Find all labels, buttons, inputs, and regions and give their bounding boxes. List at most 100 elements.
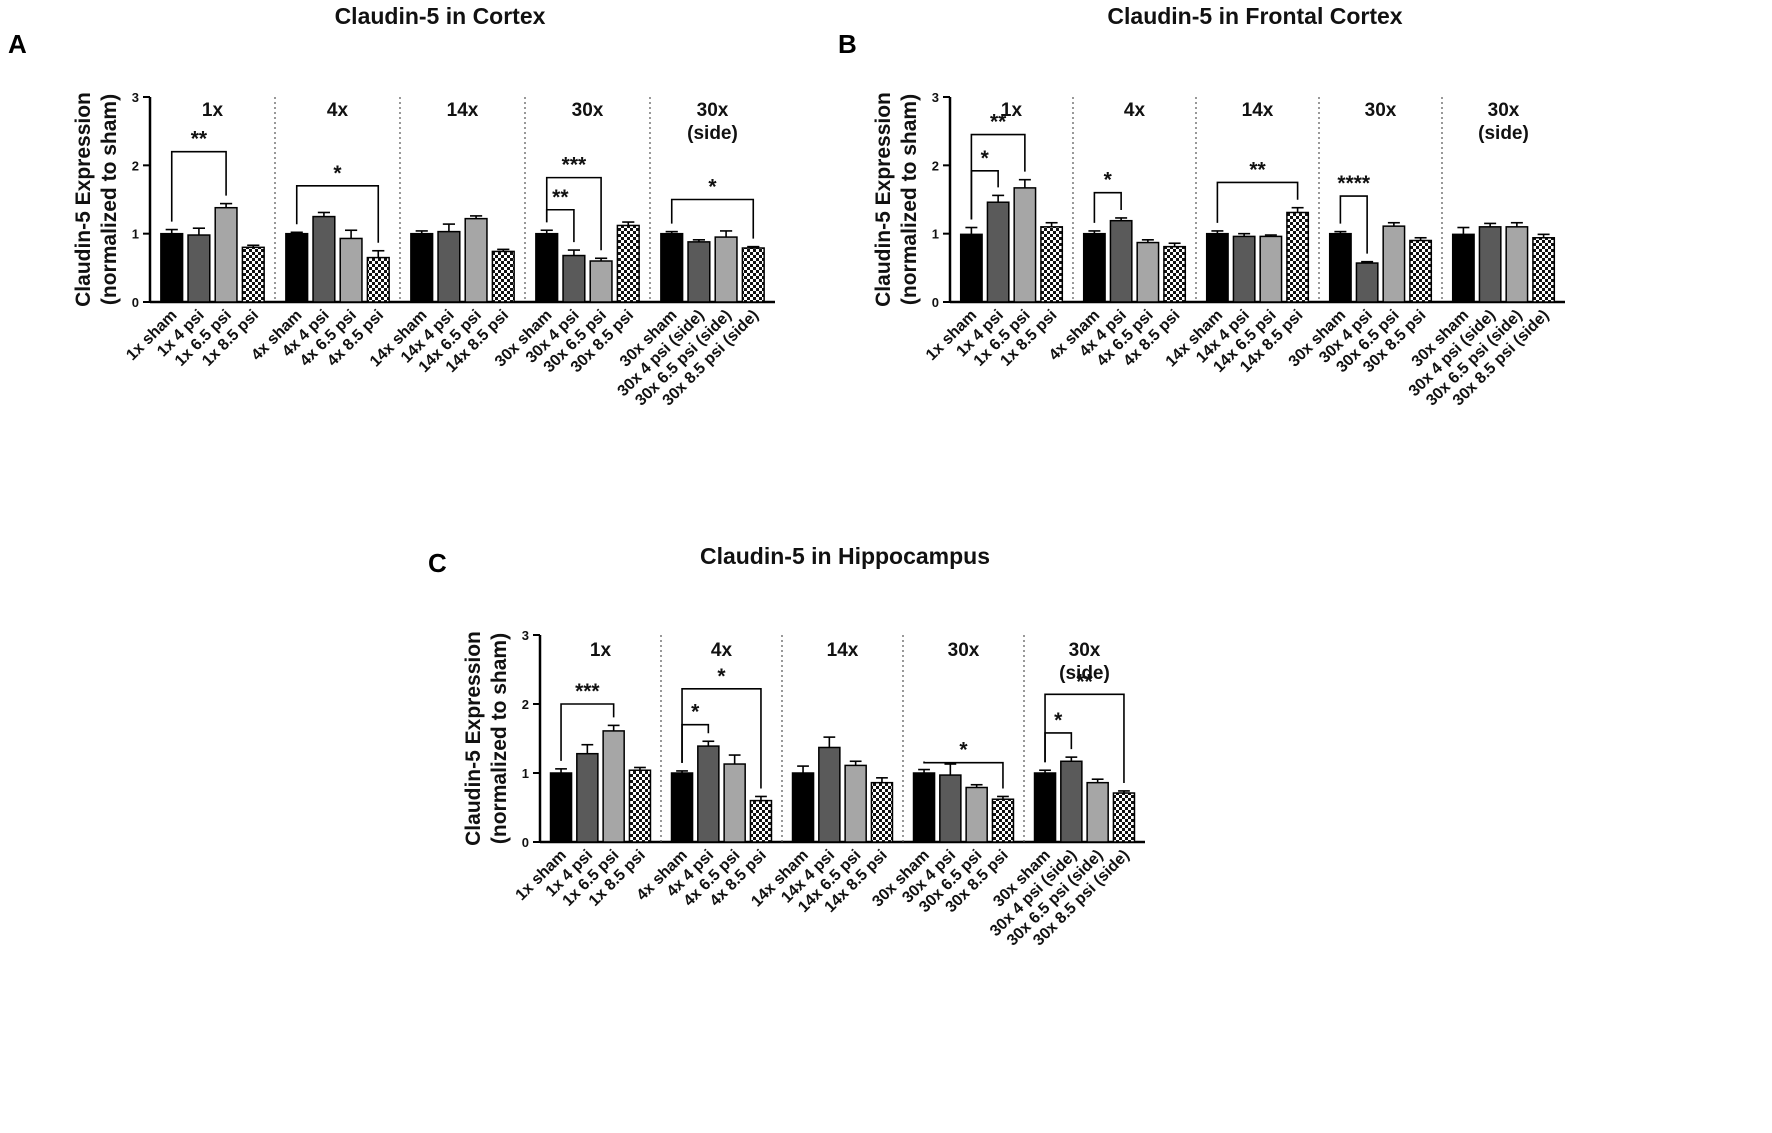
significance-label: * (691, 701, 700, 724)
significance-label: * (1104, 169, 1113, 192)
bar (616, 224, 640, 303)
group-label-line: 30x (572, 100, 604, 121)
bar (1532, 237, 1556, 303)
bar (749, 799, 773, 843)
chart-title: Claudin-5 in Hippocampus (700, 543, 990, 569)
group-label: 4x (711, 640, 733, 661)
significance-bracket (560, 703, 615, 761)
group-label: 30x (948, 640, 980, 661)
significance-bracket (295, 185, 380, 243)
bar (1205, 232, 1229, 303)
bar (1060, 760, 1083, 843)
y-tick-label: 0 (932, 295, 939, 310)
significance-label: * (717, 665, 726, 688)
significance-bracket (923, 761, 1004, 789)
group-label-line: 4x (1124, 100, 1146, 121)
bar (959, 233, 983, 303)
y-axis-label-line: (normalized to sham) (488, 633, 511, 844)
group-label-line: 1x (1001, 100, 1023, 121)
group-label: 14x (447, 100, 479, 121)
bar (1033, 772, 1057, 843)
significance-label: ** (990, 111, 1007, 134)
bar (660, 232, 684, 303)
group-label-line: (side) (1478, 123, 1529, 144)
bar (723, 763, 746, 843)
group-label: 30x (572, 100, 604, 121)
significance-label: ** (1076, 670, 1093, 693)
group-label-line: 30x (1069, 640, 1101, 661)
bar (1286, 211, 1310, 303)
bar (437, 230, 461, 303)
bar (986, 201, 1010, 303)
bar (1013, 187, 1037, 303)
group-label-line: 14x (827, 640, 859, 661)
bar (1232, 235, 1256, 303)
bar (1163, 245, 1187, 303)
significance-bracket (1216, 181, 1299, 223)
bar (1040, 226, 1064, 303)
bar (1112, 792, 1136, 843)
bar (687, 241, 711, 303)
bar (562, 254, 586, 303)
bar (1409, 239, 1433, 303)
y-tick-label: 1 (522, 766, 529, 781)
bar (1136, 241, 1160, 303)
bar (1109, 219, 1133, 303)
bar (1328, 232, 1352, 303)
significance-label: ** (552, 186, 569, 209)
bar (1478, 226, 1502, 303)
bar (965, 786, 988, 843)
group-label: 14x (827, 640, 859, 661)
bar (285, 232, 309, 303)
group-label-line: 30x (1488, 100, 1520, 121)
bar (844, 764, 867, 843)
bar (628, 769, 652, 843)
group-label: 30x (1365, 100, 1397, 121)
group-label: 14x (1242, 100, 1274, 121)
significance-label: * (1054, 709, 1063, 732)
bar (160, 232, 184, 303)
bar (410, 232, 434, 303)
bar (1355, 262, 1379, 303)
significance-bracket (670, 198, 755, 239)
group-label: 30x (side) (1478, 100, 1529, 144)
bar (991, 798, 1015, 843)
y-tick-label: 3 (932, 90, 939, 105)
group-label-line: (side) (687, 123, 738, 144)
y-tick-label: 0 (522, 835, 529, 850)
group-label-line: (side) (1059, 663, 1110, 684)
y-tick-label: 2 (522, 697, 529, 712)
significance-label: * (708, 176, 717, 199)
significance-bracket (1339, 195, 1368, 254)
y-axis-label-line: Claudin-5 Expression (72, 92, 95, 307)
bar (589, 260, 613, 303)
significance-bracket (681, 688, 762, 789)
group-label-line: 4x (711, 640, 733, 661)
significance-bracket (545, 176, 602, 251)
bar (339, 237, 363, 303)
significance-bracket (170, 150, 227, 222)
significance-label: *** (562, 154, 587, 177)
y-tick-label: 1 (932, 227, 939, 242)
group-label: 4x (327, 100, 349, 121)
significance-label: * (981, 147, 990, 170)
group-label: 1x (202, 100, 224, 121)
group-label: 1x (1001, 100, 1023, 121)
panel-letter: B (838, 29, 857, 59)
bar (1382, 225, 1406, 303)
significance-bracket (1093, 191, 1122, 223)
y-tick-label: 3 (132, 90, 139, 105)
group-label-line: 14x (1242, 100, 1274, 121)
significance-bracket (970, 133, 1026, 220)
bar (549, 772, 573, 843)
significance-label: *** (575, 680, 600, 703)
group-label-line: 1x (590, 640, 612, 661)
bar (535, 232, 559, 303)
bar (870, 781, 894, 843)
group-label: 30x (side) (1059, 640, 1110, 684)
bar (312, 215, 336, 303)
bar (818, 746, 841, 843)
significance-label: ** (1249, 158, 1266, 181)
y-axis-label-line: (normalized to sham) (98, 94, 121, 305)
y-axis-label: Claudin-5 Expression (normalized to sham) (462, 631, 511, 846)
